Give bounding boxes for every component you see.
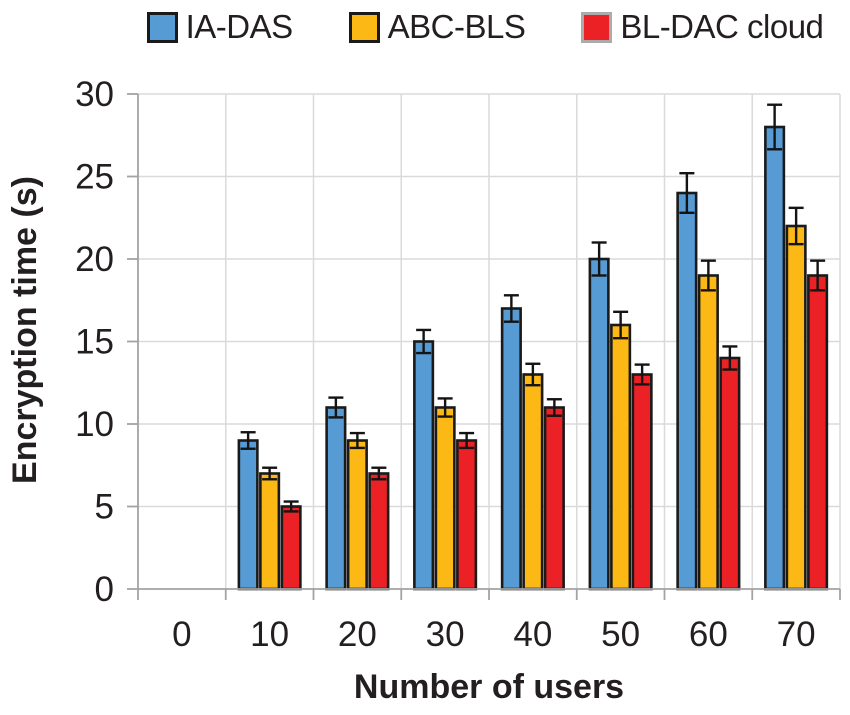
y-tick-label-25: 25 (75, 158, 114, 197)
error-bar-abc-bls-40 (525, 362, 541, 387)
x-tick-label-60: 60 (689, 615, 728, 654)
error-bar-bl-dac-cloud-50 (634, 363, 650, 386)
bar-bl-dac-cloud-30 (456, 439, 478, 591)
x-tick-label-0: 0 (172, 615, 191, 654)
legend-label-abc-bls: ABC-BLS (387, 8, 526, 45)
x-tick-label-20: 20 (338, 615, 377, 654)
bar-bl-dac-cloud-20 (368, 472, 390, 591)
bar-abc-bls-50 (610, 323, 632, 591)
bar-ia-das-70 (764, 125, 786, 591)
x-tick-label-70: 70 (777, 615, 816, 654)
x-tick-label-50: 50 (601, 615, 640, 654)
y-tick-label-5: 5 (95, 488, 114, 527)
error-bar-ia-das-10 (240, 431, 256, 450)
bar-bl-dac-cloud-50 (631, 373, 653, 591)
error-bar-abc-bls-20 (349, 431, 365, 450)
legend-swatch-bl-dac-cloud (581, 11, 613, 43)
error-bar-abc-bls-50 (613, 310, 629, 340)
bar-abc-bls-40 (522, 373, 544, 591)
bar-abc-bls-20 (346, 439, 368, 591)
bar-ia-das-30 (413, 340, 435, 591)
x-axis-title: Number of users (354, 668, 624, 706)
legend-label-ia-das: IA-DAS (185, 8, 294, 45)
bar-ia-das-10 (237, 439, 259, 591)
error-bar-ia-das-60 (679, 171, 695, 215)
error-bar-abc-bls-10 (262, 466, 278, 481)
bar-bl-dac-cloud-70 (807, 274, 829, 591)
error-bar-abc-bls-70 (788, 206, 804, 246)
bar-ia-das-60 (676, 191, 698, 591)
error-bar-abc-bls-30 (437, 397, 453, 418)
y-tick-label-20: 20 (75, 240, 114, 279)
bar-abc-bls-60 (697, 274, 719, 591)
bar-bl-dac-cloud-40 (543, 406, 565, 591)
legend-item-ia-das: IA-DAS (146, 8, 294, 46)
chart-legend: IA-DAS ABC-BLS BL-DAC cloud (0, 5, 850, 49)
legend-swatch-ia-das (146, 11, 178, 43)
error-bar-ia-das-70 (767, 103, 783, 151)
bar-abc-bls-10 (259, 472, 281, 591)
y-tick-label-10: 10 (75, 405, 114, 444)
y-tick-label-30: 30 (75, 75, 114, 114)
x-tick-label-10: 10 (250, 615, 289, 654)
error-bar-ia-das-20 (328, 396, 344, 419)
bar-ia-das-20 (325, 406, 347, 591)
y-tick-label-0: 0 (95, 570, 114, 609)
error-bar-ia-das-40 (503, 294, 519, 323)
bar-ia-das-50 (588, 257, 610, 591)
error-bar-ia-das-50 (591, 241, 607, 277)
legend-swatch-abc-bls (348, 11, 380, 43)
bar-bl-dac-cloud-10 (280, 505, 302, 591)
y-tick-label-15: 15 (75, 323, 114, 362)
bar-abc-bls-70 (785, 224, 807, 591)
x-tick-label-30: 30 (426, 615, 465, 654)
error-bar-bl-dac-cloud-30 (459, 431, 475, 450)
bar-abc-bls-30 (434, 406, 456, 591)
y-axis-title: Encryption time (s) (6, 176, 44, 484)
error-bar-bl-dac-cloud-40 (546, 398, 562, 417)
error-bar-bl-dac-cloud-20 (371, 466, 387, 481)
legend-item-abc-bls: ABC-BLS (348, 8, 526, 46)
error-bar-bl-dac-cloud-70 (810, 259, 826, 292)
error-bar-bl-dac-cloud-60 (722, 345, 738, 371)
bar-ia-das-40 (500, 307, 522, 591)
legend-item-bl-dac-cloud: BL-DAC cloud (581, 8, 824, 46)
error-bar-bl-dac-cloud-10 (283, 500, 299, 513)
legend-label-bl-dac-cloud: BL-DAC cloud (620, 8, 824, 45)
bar-bl-dac-cloud-60 (719, 356, 741, 591)
error-bar-abc-bls-60 (700, 259, 716, 292)
error-bar-ia-das-30 (416, 328, 432, 355)
x-tick-label-40: 40 (513, 615, 552, 654)
